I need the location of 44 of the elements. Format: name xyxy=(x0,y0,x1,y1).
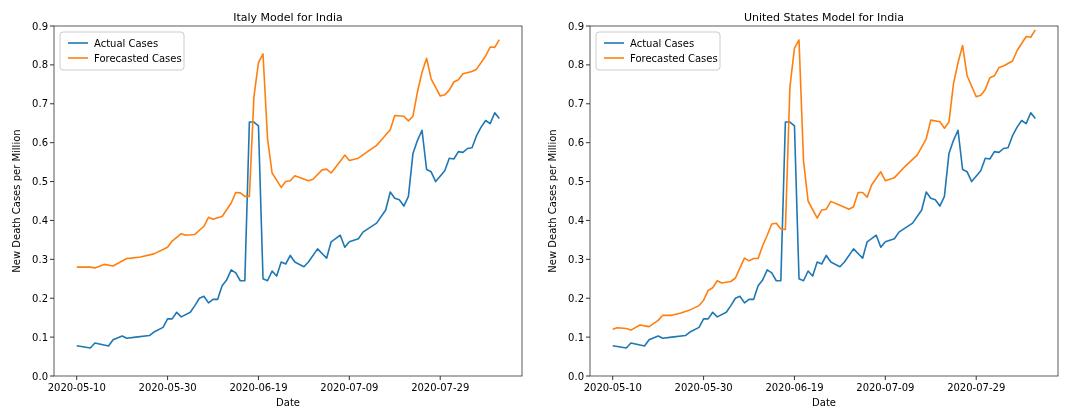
x-tick-label: 2020-05-30 xyxy=(674,382,733,393)
y-tick-label: 0.3 xyxy=(32,253,48,265)
x-tick-label: 2020-05-10 xyxy=(47,382,106,393)
y-tick-label: 0.5 xyxy=(568,176,584,188)
y-tick-label: 0.4 xyxy=(32,214,48,226)
x-tick-label: 2020-07-29 xyxy=(411,382,470,393)
x-axis-title: Date xyxy=(812,397,836,408)
chart-title: United States Model for India xyxy=(743,11,905,24)
y-tick-label: 0.8 xyxy=(32,59,48,71)
y-tick-label: 0.3 xyxy=(568,253,584,265)
x-axis-title: Date xyxy=(276,397,300,408)
y-axis-title: New Death Cases per Million xyxy=(11,129,22,273)
y-tick-label: 0.4 xyxy=(568,214,584,226)
chart-title: Italy Model for India xyxy=(233,11,343,24)
line-series xyxy=(75,111,501,349)
y-tick-label: 0.2 xyxy=(568,292,584,304)
y-tick-label: 0.5 xyxy=(32,176,48,188)
legend-label: Forecasted Cases xyxy=(94,52,182,64)
x-tick-label: 2020-06-19 xyxy=(229,382,288,393)
y-tick-label: 0.9 xyxy=(568,20,584,32)
y-tick-label: 0.2 xyxy=(32,292,48,304)
legend-label: Forecasted Cases xyxy=(630,52,718,64)
y-tick-label: 0.6 xyxy=(32,137,48,149)
y-tick-label: 0.7 xyxy=(568,98,584,110)
y-tick-label: 0.0 xyxy=(568,370,584,382)
x-tick-label: 2020-05-10 xyxy=(583,382,642,393)
y-tick-label: 0.0 xyxy=(32,370,48,382)
x-tick-label: 2020-07-09 xyxy=(856,382,915,393)
legend-label: Actual Cases xyxy=(630,37,695,49)
y-tick-label: 0.1 xyxy=(32,331,48,343)
x-tick-label: 2020-06-19 xyxy=(765,382,824,393)
y-tick-label: 0.6 xyxy=(568,137,584,149)
legend-label: Actual Cases xyxy=(94,37,159,49)
y-tick-label: 0.7 xyxy=(32,98,48,110)
x-tick-label: 2020-05-30 xyxy=(138,382,197,393)
y-tick-label: 0.1 xyxy=(568,331,584,343)
line-series xyxy=(611,111,1037,349)
line-series xyxy=(611,29,1037,331)
y-axis-title: New Death Cases per Million xyxy=(547,129,558,273)
x-tick-label: 2020-07-29 xyxy=(947,382,1006,393)
line-series xyxy=(75,38,501,269)
x-tick-label: 2020-07-09 xyxy=(320,382,379,393)
y-tick-label: 0.9 xyxy=(32,20,48,32)
y-tick-label: 0.8 xyxy=(568,59,584,71)
